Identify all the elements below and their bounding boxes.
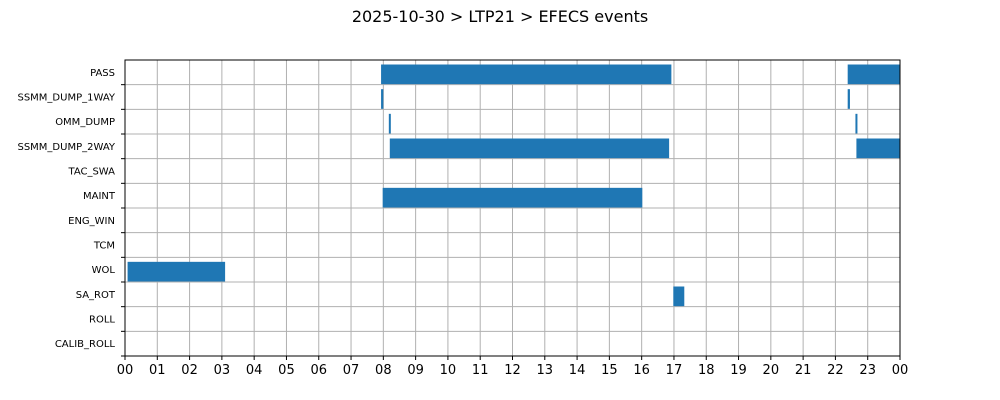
y-tick-label: ENG_WIN bbox=[68, 216, 115, 227]
x-tick-label: 03 bbox=[214, 363, 231, 378]
x-tick-label: 17 bbox=[666, 363, 683, 378]
axis-ticks: 00 01 02 03 04 05 06 07 08 09 10 11 12 13 14 15 16 17 18 19… bbox=[17, 68, 908, 378]
event-bar-sa-rot bbox=[673, 286, 685, 307]
x-tick-label: 01 bbox=[149, 363, 166, 378]
y-tick-label: CALIB_ROLL bbox=[55, 339, 116, 350]
x-tick-label: 23 bbox=[859, 363, 876, 378]
event-bar-pass bbox=[381, 64, 672, 85]
x-tick-label: 16 bbox=[633, 363, 650, 378]
x-tick-label: 14 bbox=[569, 363, 586, 378]
x-tick-label: 06 bbox=[310, 363, 327, 378]
event-bar-omm-dump bbox=[855, 113, 858, 134]
x-tick-label: 05 bbox=[278, 363, 295, 378]
x-tick-label: 09 bbox=[407, 363, 424, 378]
x-tick-label: 21 bbox=[795, 363, 812, 378]
event-bar-pass bbox=[847, 64, 900, 85]
x-tick-label: 12 bbox=[504, 363, 521, 378]
event-bars bbox=[127, 64, 900, 307]
event-bar-ssmm-dump-1way bbox=[847, 89, 850, 109]
event-bar-maint bbox=[382, 187, 643, 208]
event-bar-wol bbox=[127, 261, 226, 282]
plot-frame bbox=[124, 59, 901, 357]
x-tick-label: 19 bbox=[730, 363, 747, 378]
event-bar-ssmm-dump-2way bbox=[856, 138, 900, 159]
y-tick-label: OMM_DUMP bbox=[55, 117, 115, 128]
x-tick-label: 00 bbox=[117, 363, 134, 378]
x-tick-label: 18 bbox=[698, 363, 715, 378]
x-tick-label: 10 bbox=[440, 363, 457, 378]
event-bar-omm-dump bbox=[388, 113, 391, 134]
x-tick-label: 07 bbox=[343, 363, 360, 378]
event-bar-ssmm-dump-2way bbox=[389, 138, 670, 159]
x-tick-label: 02 bbox=[181, 363, 198, 378]
x-tick-label: 04 bbox=[246, 363, 263, 378]
y-tick-label: SSMM_DUMP_1WAY bbox=[17, 93, 115, 104]
y-tick-label: PASS bbox=[90, 68, 115, 79]
y-tick-label: WOL bbox=[92, 265, 116, 276]
event-bar-ssmm-dump-1way bbox=[381, 89, 384, 109]
x-tick-label: 13 bbox=[537, 363, 554, 378]
y-tick-label: SA_ROT bbox=[76, 290, 116, 301]
x-tick-label: 20 bbox=[763, 363, 780, 378]
x-tick-label: 00 bbox=[892, 363, 909, 378]
y-tick-label: ROLL bbox=[89, 315, 115, 326]
grid bbox=[124, 60, 901, 356]
x-tick-label: 15 bbox=[601, 363, 618, 378]
y-tick-label: TAC_SWA bbox=[67, 167, 115, 178]
x-tick-label: 11 bbox=[472, 363, 489, 378]
x-tick-label: 08 bbox=[375, 363, 392, 378]
y-tick-label: SSMM_DUMP_2WAY bbox=[17, 142, 115, 153]
x-tick-label: 22 bbox=[827, 363, 844, 378]
y-tick-label: TCM bbox=[93, 241, 115, 252]
y-tick-label: MAINT bbox=[83, 191, 116, 202]
chart-title: 2025-10-30 > LTP21 > EFECS events bbox=[352, 7, 648, 26]
